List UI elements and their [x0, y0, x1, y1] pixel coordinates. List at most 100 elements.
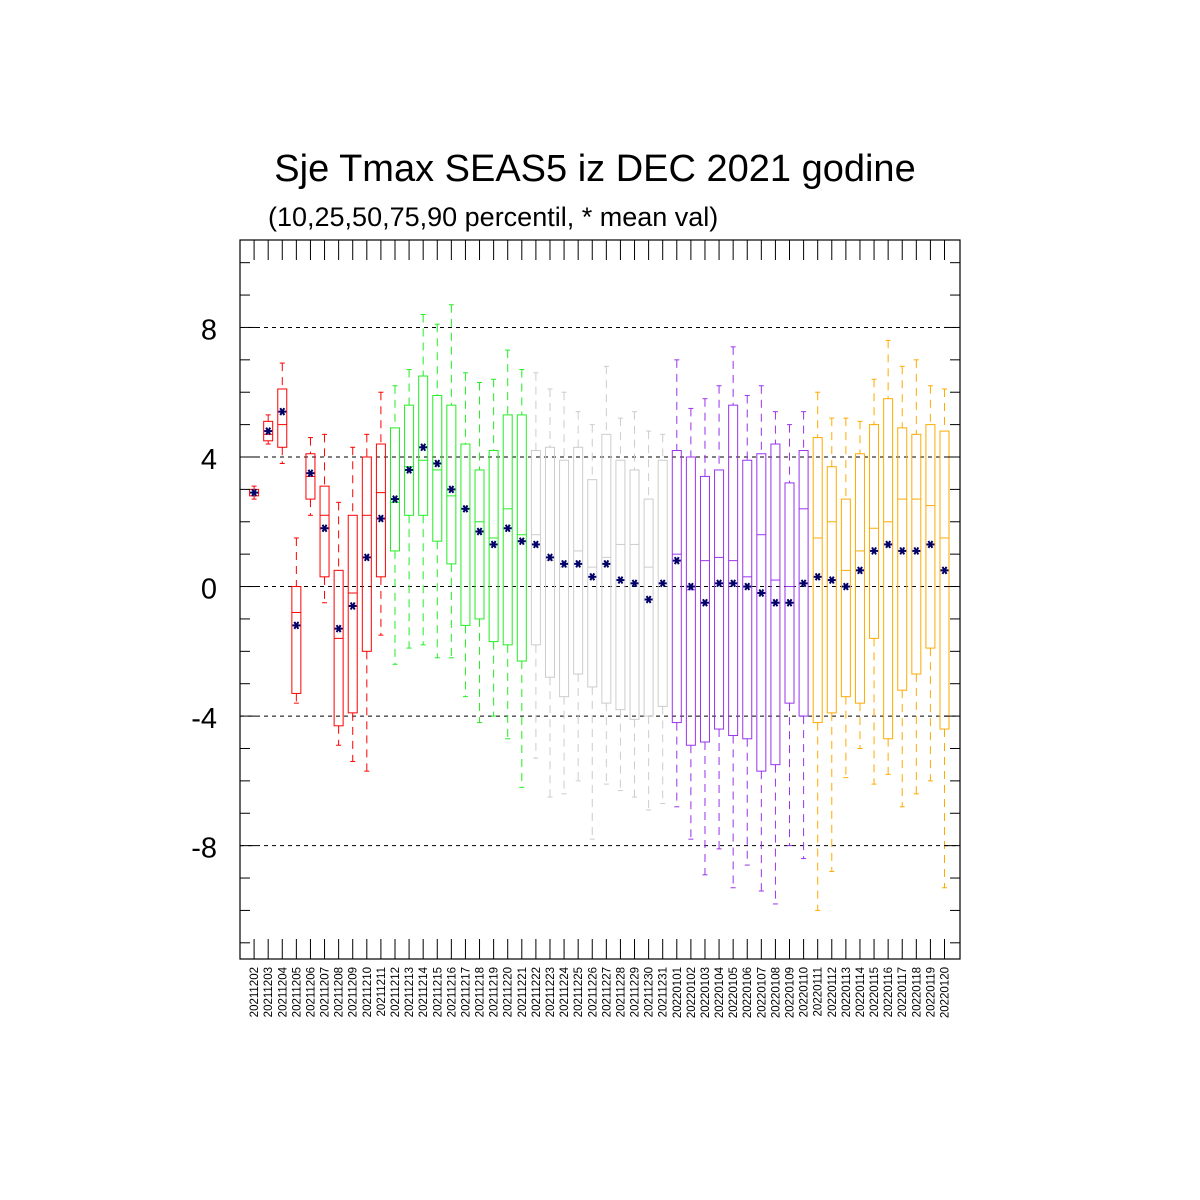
mean-marker-stroke [335, 624, 342, 633]
mean-marker-stroke [307, 469, 314, 478]
mean-marker-stroke [603, 559, 610, 568]
x-tick-label: 20211226 [587, 967, 599, 1017]
box [587, 479, 598, 688]
mean-marker-stroke [434, 459, 441, 468]
box [263, 420, 274, 442]
box [699, 475, 710, 743]
box [615, 459, 626, 711]
mean-marker [390, 495, 399, 504]
mean-marker [715, 579, 724, 588]
mean-marker [306, 469, 315, 478]
mean-marker [771, 598, 780, 607]
mean-marker [588, 572, 597, 581]
x-tick-label: 20220106 [742, 967, 754, 1018]
x-tick-label: 20211206 [305, 967, 317, 1017]
box [925, 424, 936, 649]
mean-marker [912, 546, 921, 555]
mean-marker [574, 559, 583, 568]
x-tick-label: 20211225 [573, 967, 585, 1017]
mean-marker [884, 540, 893, 549]
box [559, 459, 570, 698]
mean-marker [334, 624, 343, 633]
x-tick-label: 20211207 [320, 967, 332, 1017]
mean-marker [362, 553, 371, 562]
mean-marker [278, 407, 287, 416]
mean-marker-stroke [899, 546, 906, 555]
grid-lines [240, 326, 960, 847]
x-tick-label: 20211218 [475, 967, 487, 1017]
x-tick-label: 20220115 [869, 967, 881, 1017]
mean-marker-stroke [533, 540, 539, 549]
x-tick-label: 20211229 [630, 967, 642, 1017]
box [685, 456, 696, 746]
mean-marker-stroke [688, 582, 694, 591]
box [883, 398, 894, 740]
box [770, 443, 781, 766]
mean-marker [545, 553, 554, 562]
mean-marker [785, 598, 794, 607]
box [488, 450, 499, 643]
mean-marker [517, 537, 526, 546]
x-tick-label: 20220113 [841, 967, 853, 1017]
x-tick-label: 20211223 [545, 967, 557, 1017]
mean-marker [405, 465, 414, 474]
box [319, 485, 330, 578]
mean-marker [841, 582, 850, 591]
mean-marker-stroke [392, 495, 398, 504]
mean-marker-stroke [631, 579, 638, 588]
y-tick-label: 0 [201, 574, 217, 606]
mean-marker [376, 514, 385, 523]
x-tick-label: 20211213 [404, 967, 416, 1017]
x-tick-label: 20211202 [249, 967, 261, 1017]
y-tick-label: -8 [191, 833, 217, 865]
x-tick-label: 20211215 [432, 967, 444, 1017]
x-tick-label: 20220116 [883, 967, 895, 1017]
mean-marker-stroke [476, 527, 483, 536]
mean-marker [475, 527, 484, 536]
mean-marker-stroke [321, 524, 328, 533]
mean-marker [658, 579, 667, 588]
mean-marker-stroke [504, 524, 511, 533]
y-tick-label: 8 [201, 314, 217, 346]
mean-marker-stroke [518, 537, 525, 546]
box [826, 466, 837, 714]
mean-marker-stroke [730, 579, 737, 588]
x-tick-label: 20211205 [291, 967, 303, 1017]
box [544, 446, 555, 678]
mean-marker [855, 566, 864, 575]
x-tick-label: 20220118 [911, 967, 923, 1017]
box-series [249, 304, 950, 911]
x-tick-label: 20211210 [362, 967, 374, 1017]
mean-marker [348, 601, 357, 610]
x-tick-label: 20211211 [376, 967, 388, 1016]
box [643, 498, 654, 717]
mean-marker-stroke [265, 427, 272, 436]
x-tick-label: 20211214 [418, 966, 430, 1017]
x-tick-label: 20220104 [714, 966, 726, 1018]
mean-marker [489, 540, 498, 549]
plot-frame [239, 239, 961, 960]
mean-marker-stroke [251, 488, 257, 497]
mean-marker-stroke [462, 504, 469, 513]
y-tick-label: 4 [201, 444, 217, 476]
box [671, 450, 682, 724]
box [530, 450, 541, 646]
mean-marker-stroke [828, 576, 835, 585]
box [446, 404, 457, 565]
box [629, 469, 640, 720]
mean-marker [602, 559, 611, 568]
mean-marker [827, 576, 836, 585]
mean-marker-stroke [800, 579, 807, 588]
box [361, 456, 372, 652]
mean-marker [700, 598, 709, 607]
x-tick-label: 20220117 [897, 967, 909, 1017]
x-tick-label: 20211221 [517, 967, 529, 1017]
x-tick-label: 20211203 [263, 967, 275, 1017]
mean-marker [729, 579, 738, 588]
mean-marker-stroke [673, 556, 680, 565]
box [756, 453, 767, 772]
mean-marker [630, 579, 639, 588]
x-tick-label: 20220108 [770, 967, 782, 1018]
box [277, 388, 288, 448]
